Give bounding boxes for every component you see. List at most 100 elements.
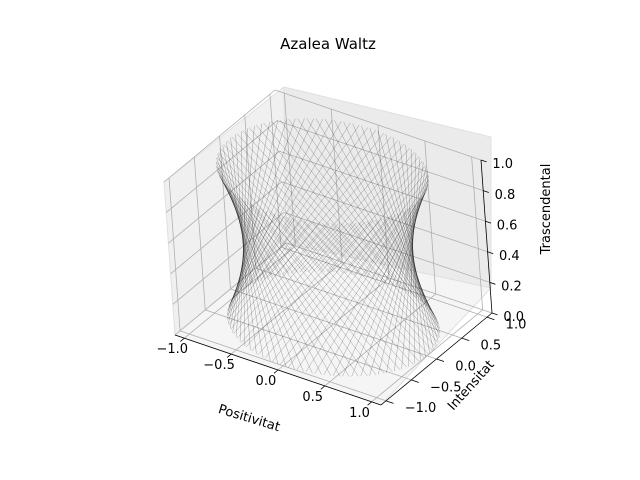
surface-ruling-a-41	[233, 192, 253, 285]
surface-ruling-b-27	[247, 124, 360, 287]
surface-ruling-a-8	[392, 137, 430, 354]
grid-left-z-2	[170, 181, 282, 275]
x-axis-label: Positivitat	[216, 402, 281, 435]
surface-ruling-a-22	[271, 121, 410, 294]
surface-ruling-a-61	[279, 214, 396, 365]
surface-ruling-b-51	[217, 171, 322, 375]
y-tick-label-3: 0.5	[480, 338, 501, 353]
surface-ruling-b-21	[290, 143, 405, 274]
surface-ruling-a-13	[352, 123, 441, 333]
surface-ruling-b-18	[317, 156, 420, 272]
surface-ruling-a-14	[343, 121, 440, 328]
surface-ruling-b-6	[409, 207, 417, 299]
axis-lines	[174, 159, 498, 406]
surface-ruling-a-28	[231, 136, 362, 277]
surface-ruling-b-59	[253, 205, 393, 372]
surface-ruling-a-29	[227, 140, 353, 275]
surface-ruling-b-12	[372, 183, 429, 279]
grid-floor-y-2	[230, 288, 437, 360]
surface-ruling-a-17	[315, 118, 434, 315]
surface-ruling-a-66	[323, 197, 422, 376]
surface-ruling-a-50	[227, 220, 302, 321]
x-tick-mark-1	[226, 353, 232, 358]
surface-ruling-a-11	[369, 128, 439, 342]
surface-ruling-b-52	[219, 176, 332, 376]
surface-ruling-a-59	[264, 218, 382, 359]
surface-ruling-a-51	[228, 221, 311, 325]
surface-ruling-a-60	[272, 216, 389, 362]
grid-back-z-3	[279, 150, 486, 222]
z-tick-mark-3	[485, 220, 492, 224]
surface-ruling-b-28	[242, 122, 351, 291]
surface-ruling-b-50	[216, 167, 313, 374]
surface-ruling-a-67	[332, 193, 425, 376]
surface-ruling-b-49	[215, 162, 304, 372]
grid-back-x-4	[471, 156, 484, 310]
surface-ruling-b-4	[397, 213, 428, 307]
surface-ruling-b-17	[326, 160, 423, 272]
surface-ruling-a-39	[224, 184, 266, 279]
surface-ruling-b-13	[363, 179, 430, 277]
x-tick-mark-2	[273, 369, 279, 374]
surface-ruling-b-1	[375, 219, 438, 320]
y-tick-mark-1	[411, 379, 419, 383]
surface-ruling-a-33	[216, 156, 316, 272]
surface-ruling-a-69	[351, 184, 429, 377]
y-tick-mark-3	[461, 337, 470, 342]
chart-title: Azalea Waltz	[280, 35, 376, 53]
surface-ruling-a-45	[233, 207, 260, 299]
surface-ruling-b-55	[230, 189, 359, 377]
surface-ruling-a-65	[314, 201, 418, 374]
surface-ruling-b-71	[358, 222, 440, 330]
surface-ruling-b-68	[331, 223, 438, 343]
grid-left-y-2	[219, 135, 231, 290]
z-tick-label-0: 0.0	[503, 310, 524, 325]
z-axis-line	[480, 159, 493, 314]
grid-floor-y-3	[255, 267, 462, 339]
surface-ruling-a-0	[377, 171, 428, 375]
surface-ruling-a-31	[220, 148, 335, 273]
z-axis-label: Trascendental	[539, 164, 554, 256]
grid-left-z-3	[168, 150, 280, 244]
grid-back-z-4	[277, 120, 484, 191]
surface-ruling-a-64	[305, 204, 414, 373]
surface-ruling-b-53	[222, 180, 341, 377]
surface-ruling-b-8	[403, 200, 419, 291]
surface-ruling-b-54	[225, 185, 350, 377]
surface-ruling-a-3	[401, 157, 421, 370]
surface-ruling-b-40	[239, 128, 248, 342]
surface-ruling-a-46	[230, 210, 268, 303]
surface-ruling-a-5	[410, 149, 416, 364]
surface-ruling-a-57	[251, 221, 366, 352]
surface-ruling-a-19	[297, 118, 426, 306]
surface-ruling-b-63	[285, 216, 420, 362]
surface-ruling-a-38	[221, 179, 274, 277]
surface-ruling-b-45	[222, 145, 271, 361]
surface-ruling-b-30	[234, 119, 333, 298]
z-tick-mark-5	[480, 159, 487, 163]
surface-ruling-b-26	[253, 127, 368, 284]
surface-ruling-a-16	[324, 119, 437, 319]
surface-ruling-a-9	[385, 134, 434, 350]
surface-ruling-a-36	[217, 170, 290, 274]
surface-ruling-a-15	[334, 120, 439, 324]
surface-ruling-a-10	[377, 130, 437, 346]
grid-back-z-2	[281, 181, 488, 253]
surface-ruling-b-24	[267, 133, 384, 279]
grid-left-y-3	[244, 115, 257, 269]
x-tick-mark-4	[367, 401, 372, 406]
z-tick-label-4: 0.8	[495, 188, 516, 203]
z-tick-mark-4	[483, 190, 489, 193]
surface-ruling-b-66	[312, 221, 433, 351]
surface-ruling-a-1	[386, 166, 427, 374]
surface-ruling-b-7	[410, 204, 415, 295]
grid-floor-y-4	[280, 246, 488, 318]
y-tick-mark-4	[486, 316, 495, 321]
x-tick-mark-3	[320, 385, 326, 390]
grid-left-y-1	[193, 156, 206, 310]
surface-ruling-b-39	[235, 125, 255, 338]
grid-floor-y-0	[179, 330, 387, 402]
y-tick-label-0: −1.0	[405, 401, 437, 416]
surface-ruling-b-37	[229, 121, 270, 329]
